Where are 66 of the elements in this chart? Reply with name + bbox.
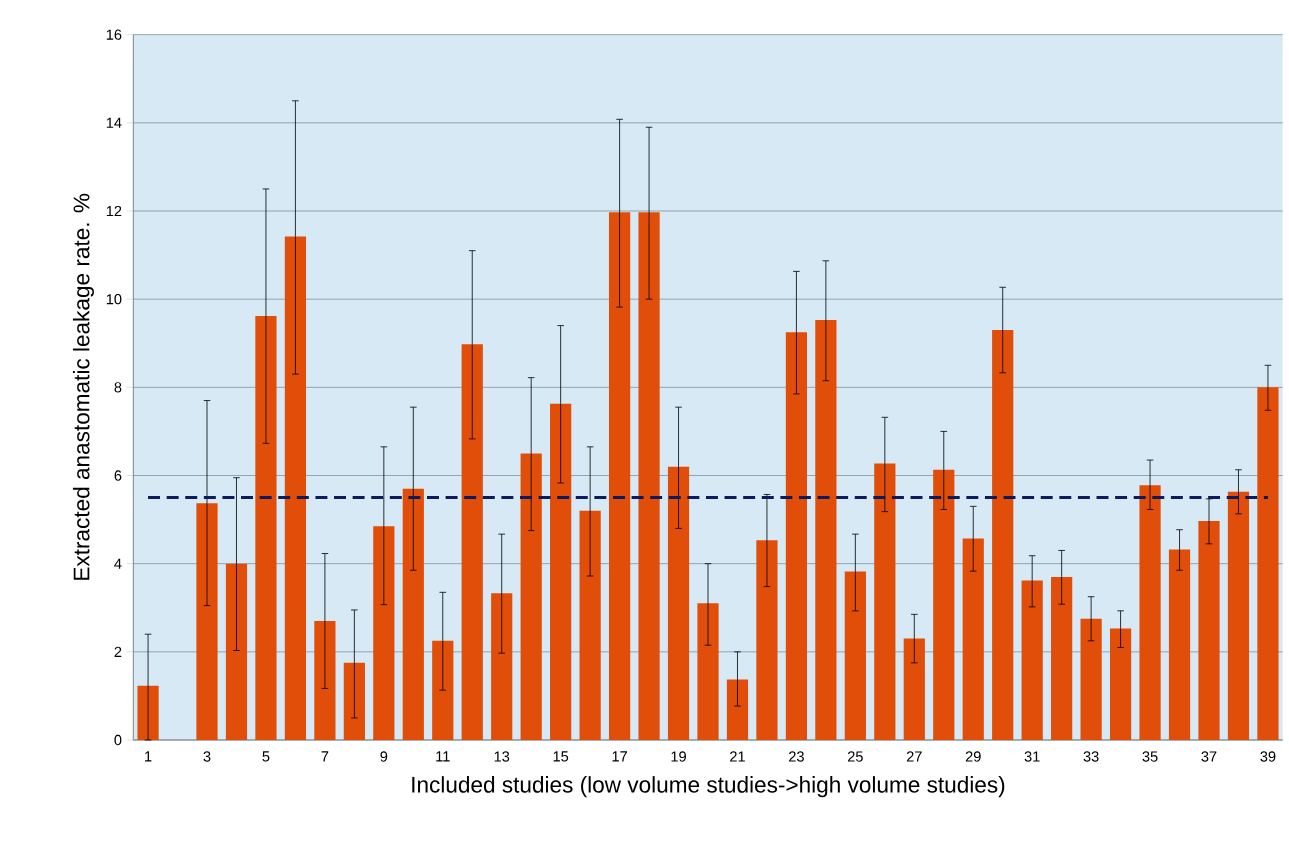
x-axis-title: Included studies (low volume studies->high volume studies) [412, 776, 1005, 798]
x-tick-label: 17 [612, 751, 627, 762]
y-tick-label: 2 [114, 646, 122, 657]
x-tick-label: 23 [789, 751, 804, 762]
bar [874, 463, 896, 740]
x-tick-label: 37 [1201, 751, 1217, 762]
y-tick-label: 10 [106, 294, 122, 305]
x-tick-label: 9 [380, 751, 388, 762]
bar [1051, 576, 1073, 740]
bar [962, 538, 984, 740]
bar [520, 453, 542, 740]
x-tick-label: 15 [553, 751, 569, 762]
bar [284, 236, 307, 740]
x-tick-label: 31 [1024, 751, 1040, 762]
x-tick-label: 33 [1083, 751, 1099, 762]
bar [1257, 387, 1279, 740]
bar [933, 469, 955, 740]
x-tick-label: 29 [965, 751, 981, 762]
y-tick-label: 8 [114, 382, 122, 393]
x-tick-label: 35 [1142, 751, 1158, 762]
bar [844, 571, 866, 740]
x-tick-label: 25 [847, 751, 863, 762]
y-tick-label: 12 [106, 205, 122, 217]
y-tick-label: 16 [106, 29, 122, 40]
bar [1168, 549, 1191, 740]
x-tick-label: 7 [321, 751, 329, 762]
bar [638, 212, 660, 740]
bar [1080, 618, 1102, 740]
bar [697, 603, 719, 740]
x-tick-label: 11 [436, 751, 450, 762]
x-tick-label: 21 [730, 751, 745, 762]
bar [608, 212, 631, 740]
y-tick-label: 4 [114, 558, 122, 569]
y-tick-label: 0 [114, 734, 122, 746]
bar [550, 403, 572, 740]
x-tick-label: 39 [1260, 751, 1276, 762]
bar [255, 315, 277, 740]
bar [1021, 580, 1043, 740]
bar [461, 344, 483, 740]
bar [785, 332, 808, 740]
bar [402, 488, 424, 740]
x-tick-label: 27 [906, 751, 922, 762]
x-tick-label: 19 [671, 751, 686, 762]
bar [992, 330, 1014, 740]
bar [196, 503, 218, 740]
y-tick-label: 6 [114, 470, 122, 481]
bar [579, 510, 601, 740]
x-tick-label: 5 [262, 751, 270, 762]
x-tick-label: 1 [145, 751, 152, 762]
bar [1139, 485, 1161, 740]
bar [1227, 491, 1250, 740]
bar [903, 638, 925, 740]
y-axis-title: Extracted anastomatic leakage rate. % [72, 193, 94, 580]
x-tick-label: 3 [203, 751, 211, 762]
bar [432, 640, 454, 740]
bar [491, 593, 513, 740]
y-tick-label: 14 [106, 117, 122, 128]
x-tick-label: 13 [494, 751, 510, 762]
bar [373, 526, 395, 740]
bar [815, 319, 837, 740]
bar [1198, 520, 1220, 740]
bar [756, 540, 778, 740]
bar [667, 466, 690, 740]
bar [726, 679, 749, 740]
bar [225, 563, 248, 740]
bar [1109, 628, 1132, 740]
